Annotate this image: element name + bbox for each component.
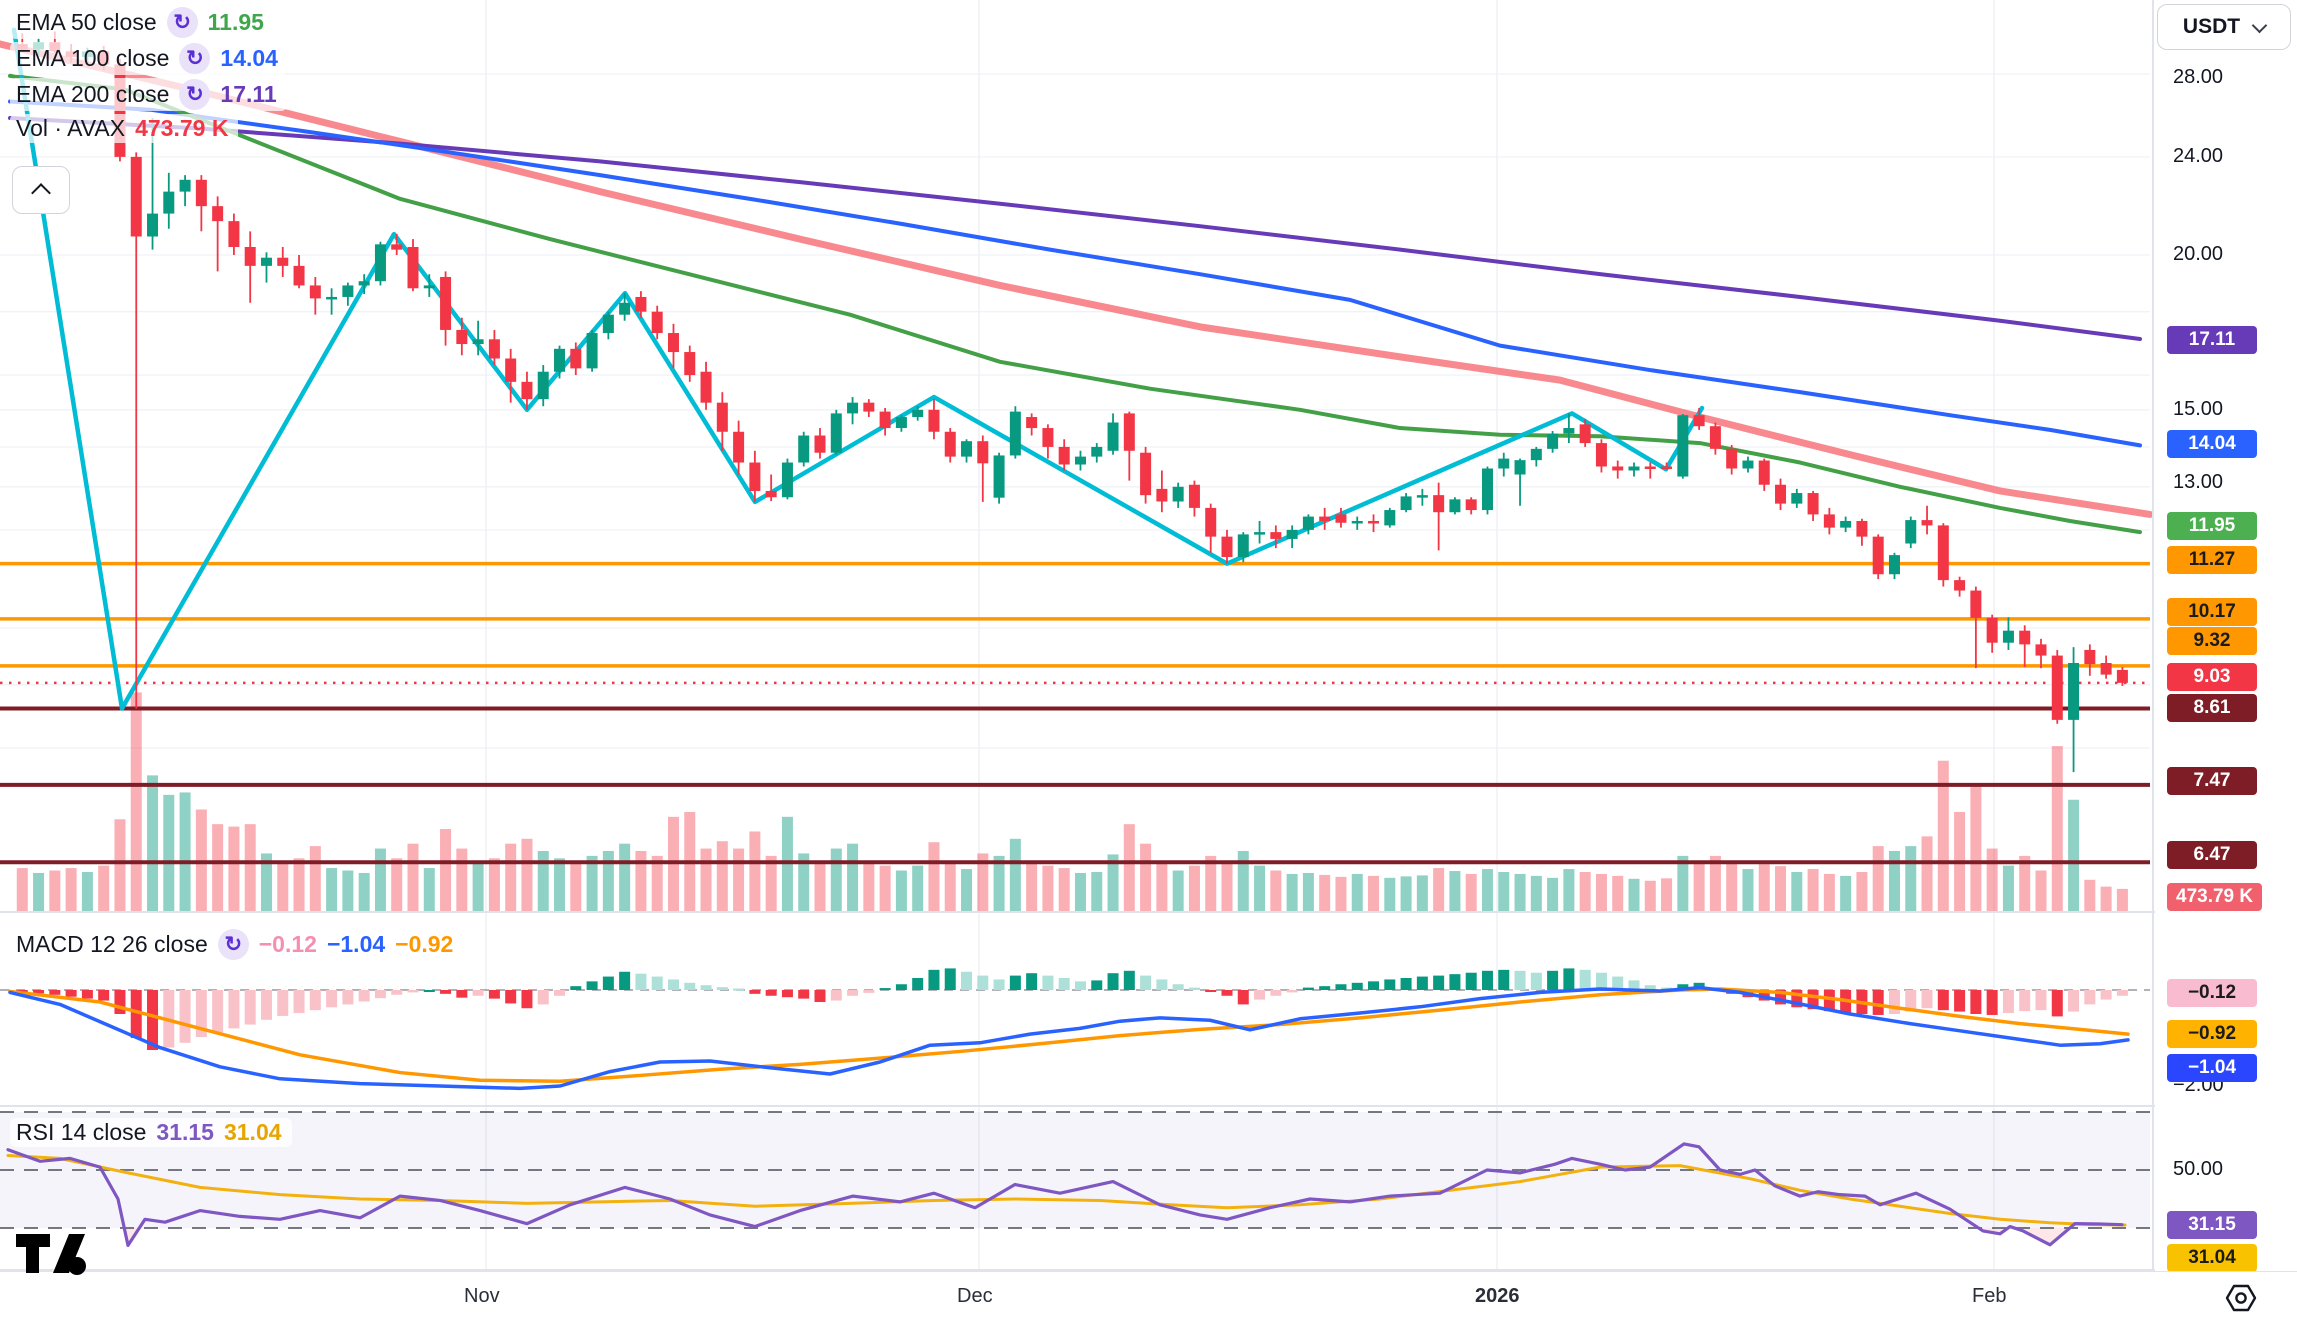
- axis-label: 13.00: [2173, 471, 2224, 493]
- currency-selector[interactable]: USDT: [2157, 4, 2291, 50]
- volume-value: 473.79 K: [135, 115, 229, 141]
- refresh-icon[interactable]: ↻: [217, 929, 249, 960]
- price-badge: 6.47: [2167, 841, 2257, 869]
- axis-label: 20.00: [2173, 243, 2224, 265]
- ema50-label: EMA 50 close: [16, 9, 157, 35]
- time-label: 2026: [1475, 1285, 1520, 1307]
- macd-signal-value: −0.92: [395, 931, 454, 957]
- chevron-down-icon: [2251, 17, 2268, 33]
- volume-label: Vol · AVAX: [16, 115, 126, 141]
- ema100-value: 14.04: [220, 45, 278, 71]
- settings-gear-icon[interactable]: [2224, 1281, 2258, 1315]
- ema200-value: 17.11: [220, 81, 277, 107]
- time-label: Dec: [957, 1285, 993, 1307]
- legend-row-ema200: EMA 200 close ↻ 17.11: [10, 78, 287, 111]
- chevron-up-icon: [31, 183, 51, 203]
- price-badge: −0.92: [2167, 1020, 2257, 1048]
- price-badge: 17.11: [2167, 326, 2257, 354]
- tradingview-logo[interactable]: [14, 1224, 92, 1278]
- price-badge: 31.15: [2167, 1211, 2257, 1239]
- refresh-icon[interactable]: ↻: [179, 79, 211, 110]
- price-badge: 473.79 K: [2167, 883, 2263, 911]
- price-badge: 11.95: [2167, 512, 2257, 540]
- refresh-icon[interactable]: ↻: [166, 7, 198, 38]
- time-axis[interactable]: Nov Dec 2026 Feb: [0, 1271, 2297, 1320]
- currency-label: USDT: [2182, 15, 2241, 38]
- legend-row-rsi: RSI 14 close 31.15 31.04: [10, 1118, 292, 1147]
- ema200-label: EMA 200 close: [16, 81, 170, 107]
- macd-line-value: −1.04: [326, 931, 386, 957]
- price-badge: 14.04: [2167, 430, 2257, 458]
- price-badge: −1.04: [2167, 1054, 2257, 1082]
- legend-row-macd: MACD 12 26 close ↻ −0.12 −1.04 −0.92: [10, 928, 464, 961]
- legend-row-volume: Vol · AVAX 473.79 K: [10, 114, 239, 143]
- price-badge: −0.12: [2167, 979, 2257, 1007]
- legend-row-ema100: EMA 100 close ↻ 14.04: [10, 42, 288, 75]
- rsi-legend: RSI 14 close 31.15 31.04: [10, 1118, 292, 1147]
- rsi-label: RSI 14 close: [16, 1119, 147, 1145]
- ema50-value: 11.95: [207, 9, 264, 35]
- rsi-ma-value: 31.04: [223, 1119, 282, 1145]
- price-badge: 8.61: [2167, 694, 2257, 722]
- axis-label: 50.00: [2173, 1158, 2224, 1180]
- price-legend: EMA 50 close ↻ 11.95 EMA 100 close ↻ 14.…: [10, 6, 288, 143]
- price-axis[interactable]: 28.00 24.00 20.00 15.00 13.00 −2.00 50.00 17.11…: [2155, 0, 2297, 1320]
- price-badge: 7.47: [2167, 767, 2257, 795]
- price-badge: 11.27: [2167, 546, 2257, 574]
- price-badge: 10.17: [2167, 598, 2257, 626]
- axis-label: 24.00: [2173, 145, 2224, 167]
- macd-hist-value: −0.12: [258, 931, 317, 957]
- time-label: Nov: [464, 1285, 500, 1307]
- axis-label: 15.00: [2173, 398, 2224, 420]
- legend-row-ema50: EMA 50 close ↻ 11.95: [10, 6, 274, 39]
- macd-legend: MACD 12 26 close ↻ −0.12 −1.04 −0.92: [10, 928, 464, 961]
- ema100-label: EMA 100 close: [16, 45, 170, 71]
- rsi-value: 31.15: [156, 1119, 214, 1145]
- price-badge: 9.03: [2167, 663, 2257, 691]
- collapse-legend-button[interactable]: [12, 166, 70, 214]
- macd-label: MACD 12 26 close: [16, 931, 208, 957]
- price-badge: 9.32: [2167, 627, 2257, 655]
- refresh-icon[interactable]: ↻: [179, 43, 211, 74]
- time-label: Feb: [1972, 1285, 2007, 1307]
- axis-label: 28.00: [2173, 66, 2224, 88]
- price-badge: 31.04: [2167, 1244, 2257, 1272]
